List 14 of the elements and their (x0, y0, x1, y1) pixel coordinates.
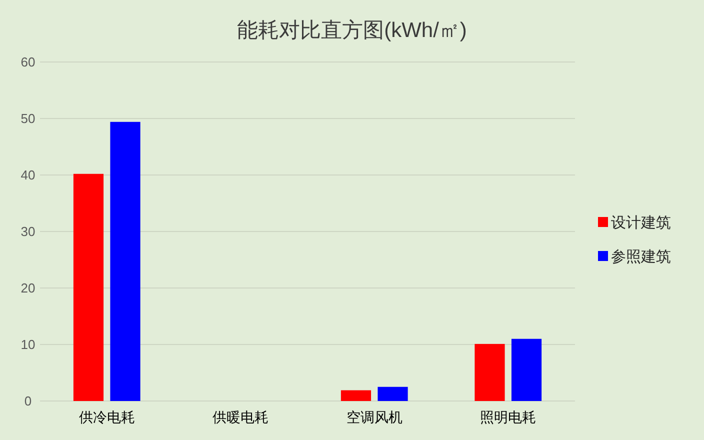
x-tick: 供暖电耗 (212, 409, 269, 425)
legend-label: 设计建筑 (611, 214, 671, 232)
y-tick: 40 (20, 168, 36, 182)
y-tick: 20 (20, 280, 36, 296)
y-tick: 10 (20, 337, 36, 352)
x-tick: 供冷电耗 (78, 409, 135, 425)
x-tick: 空调风机 (346, 409, 402, 425)
x-tick: 照明电耗 (480, 409, 536, 425)
y-tick: 60 (20, 54, 36, 70)
y-tick: 30 (20, 224, 36, 239)
y-tick: 50 (20, 111, 36, 126)
legend-label: 参照建筑 (611, 248, 671, 266)
y-tick: 0 (24, 394, 32, 408)
title: 能耗对比直方图(kWh/㎡) (237, 19, 467, 42)
